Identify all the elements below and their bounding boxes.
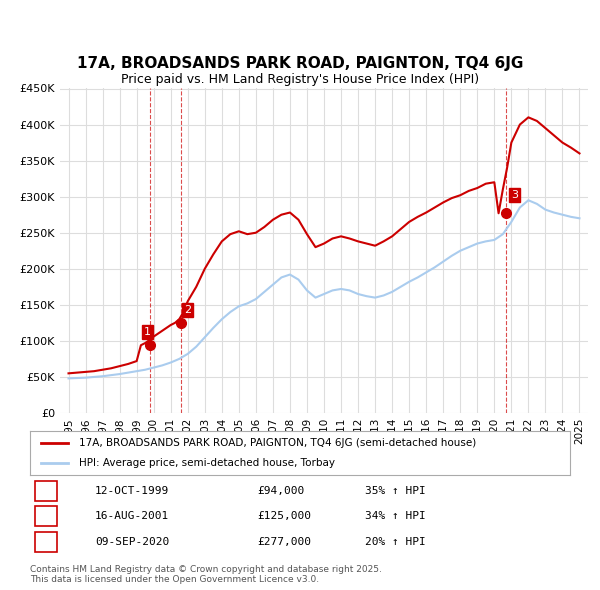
- Text: 16-AUG-2001: 16-AUG-2001: [95, 512, 169, 521]
- Text: 12-OCT-1999: 12-OCT-1999: [95, 486, 169, 496]
- Text: £125,000: £125,000: [257, 512, 311, 521]
- Text: 09-SEP-2020: 09-SEP-2020: [95, 537, 169, 547]
- Text: 1: 1: [144, 327, 151, 337]
- Text: 17A, BROADSANDS PARK ROAD, PAIGNTON, TQ4 6JG (semi-detached house): 17A, BROADSANDS PARK ROAD, PAIGNTON, TQ4…: [79, 438, 476, 448]
- FancyBboxPatch shape: [35, 532, 57, 552]
- FancyBboxPatch shape: [35, 506, 57, 526]
- Text: £277,000: £277,000: [257, 537, 311, 547]
- Text: Price paid vs. HM Land Registry's House Price Index (HPI): Price paid vs. HM Land Registry's House …: [121, 73, 479, 86]
- Text: 2: 2: [42, 510, 50, 523]
- Text: Contains HM Land Registry data © Crown copyright and database right 2025.
This d: Contains HM Land Registry data © Crown c…: [30, 565, 382, 584]
- Text: HPI: Average price, semi-detached house, Torbay: HPI: Average price, semi-detached house,…: [79, 458, 335, 467]
- Text: 3: 3: [42, 535, 50, 548]
- Text: £94,000: £94,000: [257, 486, 304, 496]
- Text: 35% ↑ HPI: 35% ↑ HPI: [365, 486, 425, 496]
- Text: 17A, BROADSANDS PARK ROAD, PAIGNTON, TQ4 6JG: 17A, BROADSANDS PARK ROAD, PAIGNTON, TQ4…: [77, 56, 523, 71]
- Text: 3: 3: [511, 190, 518, 200]
- Text: 1: 1: [42, 484, 50, 497]
- Text: 2: 2: [184, 305, 191, 315]
- FancyBboxPatch shape: [35, 481, 57, 501]
- Text: 20% ↑ HPI: 20% ↑ HPI: [365, 537, 425, 547]
- Text: 34% ↑ HPI: 34% ↑ HPI: [365, 512, 425, 521]
